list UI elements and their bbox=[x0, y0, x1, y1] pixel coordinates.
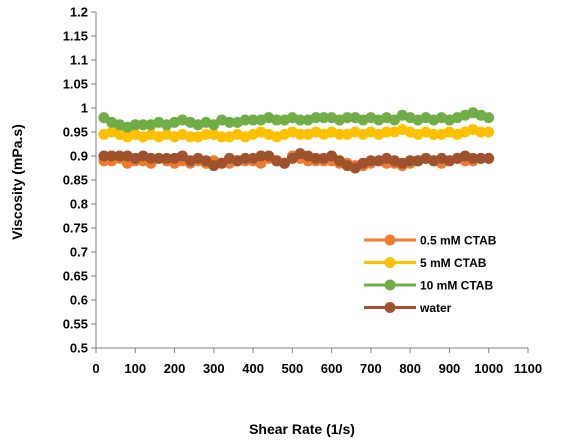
y-tick-label: 0.95 bbox=[63, 125, 88, 140]
y-tick-label: 1.1 bbox=[70, 53, 88, 68]
data-point bbox=[216, 131, 228, 143]
y-tick-label: 1.15 bbox=[63, 29, 88, 44]
y-tick-label: 0.9 bbox=[70, 149, 88, 164]
y-tick-label: 0.75 bbox=[63, 221, 88, 236]
y-tick-label: 0.6 bbox=[70, 293, 88, 308]
data-point bbox=[310, 112, 322, 124]
y-tick-label: 0.5 bbox=[70, 341, 88, 356]
data-point bbox=[208, 119, 220, 131]
data-point bbox=[365, 155, 377, 167]
data-point bbox=[137, 119, 149, 131]
data-point bbox=[310, 152, 322, 164]
data-point bbox=[294, 114, 306, 126]
data-point bbox=[349, 162, 361, 174]
data-point bbox=[200, 128, 212, 140]
legend-item-10-mm-ctab: 10 mM CTAB bbox=[364, 279, 493, 293]
y-tick-label: 0.8 bbox=[70, 197, 88, 212]
y-axis: 0.5 0.55 0.6 0.65 0.7 0.75 0.8 0.85 0.9 0.95 1 1.05… bbox=[63, 5, 97, 356]
legend-label: 5 mM CTAB bbox=[420, 256, 487, 270]
x-tick-label: 0 bbox=[92, 361, 99, 376]
x-axis: 0 100 200 300 400 500 600 700 800 900 1000 1100 bbox=[92, 347, 542, 376]
y-tick-label: 0.7 bbox=[70, 245, 88, 260]
x-tick-label: 700 bbox=[360, 361, 382, 376]
data-point bbox=[98, 150, 110, 162]
data-point bbox=[318, 112, 330, 124]
legend-marker bbox=[384, 234, 396, 246]
data-point bbox=[467, 152, 479, 164]
x-tick-label: 300 bbox=[203, 361, 225, 376]
y-tick-label: 0.65 bbox=[63, 269, 88, 284]
data-point bbox=[483, 112, 495, 124]
x-tick-label: 100 bbox=[124, 361, 146, 376]
y-tick-label: 1 bbox=[81, 101, 88, 116]
data-point bbox=[255, 150, 267, 162]
legend-item-water: water bbox=[364, 301, 452, 315]
data-point bbox=[106, 150, 118, 162]
legend: 0.5 mM CTAB 5 mM CTAB 10 mM CTAB water bbox=[364, 234, 497, 315]
data-point bbox=[294, 128, 306, 140]
series-10-mm-ctab bbox=[98, 107, 495, 133]
data-point bbox=[145, 152, 157, 164]
legend-item-5-mm-ctab: 5 mM CTAB bbox=[364, 256, 487, 270]
x-tick-label: 600 bbox=[321, 361, 343, 376]
x-tick-label: 200 bbox=[164, 361, 186, 376]
data-point bbox=[279, 157, 290, 169]
legend-label: 0.5 mM CTAB bbox=[420, 234, 497, 248]
series-5-mm-ctab bbox=[98, 124, 495, 143]
data-point bbox=[483, 126, 495, 138]
data-point bbox=[271, 114, 283, 126]
legend-marker bbox=[384, 257, 396, 268]
data-point bbox=[428, 128, 440, 140]
data-point bbox=[153, 152, 165, 164]
legend-item-0-5-mm-ctab: 0.5 mM CTAB bbox=[364, 234, 497, 248]
data-point bbox=[239, 114, 251, 126]
y-tick-label: 1.05 bbox=[63, 77, 88, 92]
data-point bbox=[475, 152, 487, 164]
plot-area bbox=[98, 107, 495, 174]
legend-label: water bbox=[419, 301, 452, 315]
data-point bbox=[184, 131, 196, 143]
y-tick-label: 1.2 bbox=[70, 5, 88, 20]
data-point bbox=[247, 114, 259, 126]
data-point bbox=[334, 128, 345, 140]
data-point bbox=[341, 112, 353, 124]
data-point bbox=[475, 126, 487, 138]
data-point bbox=[326, 150, 338, 162]
data-point bbox=[224, 116, 235, 128]
legend-marker bbox=[384, 279, 396, 291]
legend-label: 10 mM CTAB bbox=[420, 279, 493, 293]
data-point bbox=[176, 150, 188, 162]
x-tick-label: 1100 bbox=[514, 361, 542, 376]
data-point bbox=[161, 152, 173, 164]
x-axis-title: Shear Rate (1/s) bbox=[249, 421, 355, 437]
data-point bbox=[381, 126, 393, 138]
x-tick-label: 1000 bbox=[474, 361, 503, 376]
y-axis-title: Viscosity (mPa.s) bbox=[9, 124, 25, 240]
data-point bbox=[239, 152, 251, 164]
x-tick-label: 500 bbox=[282, 361, 304, 376]
x-tick-label: 900 bbox=[439, 361, 461, 376]
data-point bbox=[404, 155, 416, 167]
y-tick-label: 0.85 bbox=[63, 173, 88, 188]
x-tick-label: 400 bbox=[242, 361, 264, 376]
y-tick-label: 0.55 bbox=[63, 317, 88, 332]
data-point bbox=[263, 150, 275, 162]
x-tick-label: 800 bbox=[399, 361, 421, 376]
data-point bbox=[129, 119, 141, 131]
data-point bbox=[483, 152, 495, 164]
series-water bbox=[98, 148, 495, 174]
legend-marker bbox=[384, 302, 396, 313]
data-point bbox=[114, 150, 126, 162]
